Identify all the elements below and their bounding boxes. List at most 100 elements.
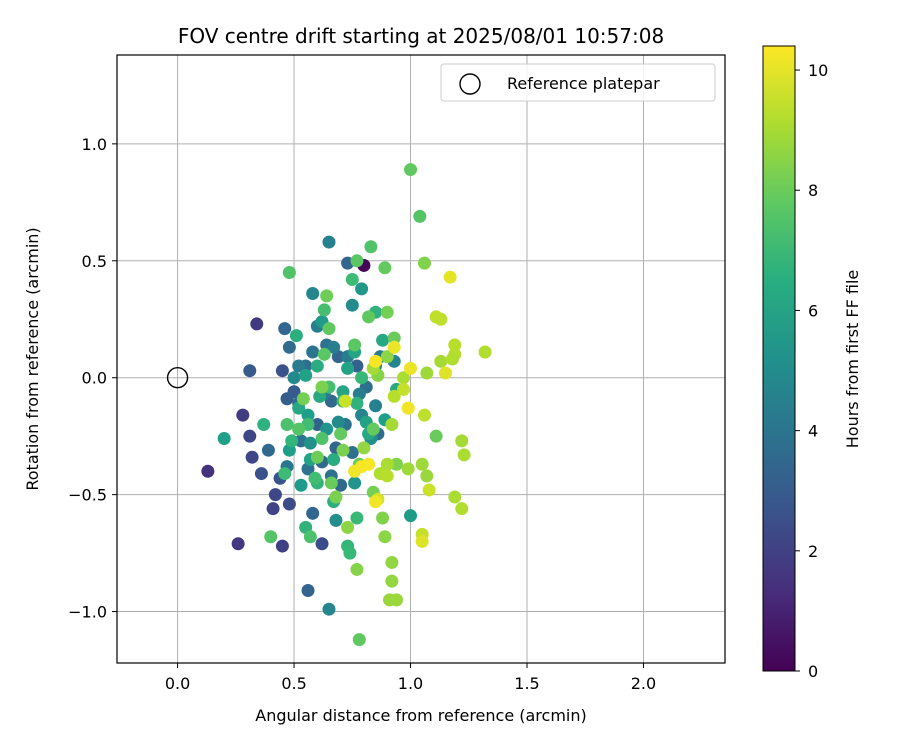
data-point <box>404 361 418 375</box>
data-point <box>294 478 308 492</box>
reference-marker <box>166 367 189 389</box>
data-point <box>357 441 371 455</box>
y-tick-label: −0.5 <box>68 486 107 505</box>
legend: Reference platepar <box>440 63 716 102</box>
data-point <box>243 429 257 443</box>
data-point <box>261 443 275 457</box>
data-point <box>343 546 357 560</box>
data-point <box>341 361 355 375</box>
data-point <box>422 483 436 497</box>
data-point <box>217 432 231 446</box>
data-point <box>417 408 431 422</box>
data-point <box>387 340 401 354</box>
colorbar-tick-label: 0 <box>808 662 818 681</box>
plot-area <box>117 55 725 663</box>
data-point <box>282 340 296 354</box>
data-point <box>292 359 306 373</box>
data-point <box>331 415 345 429</box>
data-point <box>348 464 362 478</box>
data-point <box>350 511 364 525</box>
data-point <box>257 417 271 431</box>
data-point <box>401 401 415 415</box>
data-point <box>303 436 317 450</box>
data-point <box>310 450 324 464</box>
data-point <box>296 392 310 406</box>
data-point <box>390 457 404 471</box>
data-point <box>301 408 315 422</box>
colorbar-gradient <box>762 45 796 672</box>
data-point <box>327 453 341 467</box>
legend-marker-open-circle <box>459 73 481 95</box>
data-point <box>310 359 324 373</box>
data-point <box>278 322 292 336</box>
colorbar-tick-label: 6 <box>808 301 818 320</box>
x-axis-ticks: 0.0 0.5 1.0 1.5 2.0 <box>165 663 656 693</box>
data-point <box>380 305 394 319</box>
data-point <box>404 509 418 523</box>
data-point <box>478 345 492 359</box>
data-point <box>378 261 392 275</box>
x-tick-label: 1.5 <box>514 674 539 693</box>
data-point <box>292 422 306 436</box>
data-point <box>434 354 448 368</box>
data-point <box>334 427 348 441</box>
y-tick-label: −1.0 <box>68 603 107 622</box>
data-point <box>429 429 443 443</box>
data-point <box>345 298 359 312</box>
data-point <box>352 633 366 647</box>
data-point <box>236 408 250 422</box>
data-point <box>201 464 215 478</box>
data-point <box>285 434 299 448</box>
data-point <box>324 476 338 490</box>
data-point <box>345 272 359 286</box>
data-point <box>275 539 289 553</box>
y-axis-label: Rotation from reference (arcmin) <box>23 227 42 490</box>
data-point <box>369 399 383 413</box>
data-point <box>457 448 471 462</box>
data-point <box>369 495 383 509</box>
x-axis-label: Angular distance from reference (arcmin) <box>255 706 586 725</box>
data-point <box>320 289 334 303</box>
data-point <box>287 371 301 385</box>
data-point <box>231 537 245 551</box>
data-point <box>317 303 331 317</box>
data-point <box>327 340 341 354</box>
data-point <box>350 396 364 410</box>
data-point <box>245 450 259 464</box>
data-point <box>322 235 336 249</box>
data-point <box>266 502 280 516</box>
data-point <box>350 254 364 268</box>
data-point <box>322 602 336 616</box>
data-point <box>380 469 394 483</box>
data-point <box>355 371 369 385</box>
data-point <box>301 584 315 598</box>
data-point <box>243 364 257 378</box>
data-point <box>317 347 331 361</box>
data-point <box>268 488 282 502</box>
data-point <box>366 422 380 436</box>
data-point <box>336 443 350 457</box>
colorbar-ticks: 0 2 4 6 8 10 <box>795 61 828 681</box>
data-point <box>329 513 343 527</box>
data-point <box>315 537 329 551</box>
data-point <box>397 382 411 396</box>
data-point <box>438 366 452 380</box>
legend-label-reference-platepar: Reference platepar <box>507 74 660 93</box>
data-point <box>306 506 320 520</box>
data-point <box>329 490 343 504</box>
data-point <box>448 490 462 504</box>
data-point <box>397 371 411 385</box>
data-point <box>404 163 418 177</box>
data-point <box>415 457 429 471</box>
data-point <box>280 417 294 431</box>
colorbar: 0 2 4 6 8 10 Hours from first FF file <box>762 45 862 681</box>
data-point <box>387 331 401 345</box>
legend-box <box>440 63 716 102</box>
data-point <box>282 265 296 279</box>
y-tick-label: 0.0 <box>82 369 107 388</box>
data-point <box>348 476 362 490</box>
x-tick-label: 0.5 <box>281 674 306 693</box>
plot-frame <box>116 54 726 664</box>
data-point <box>420 366 434 380</box>
